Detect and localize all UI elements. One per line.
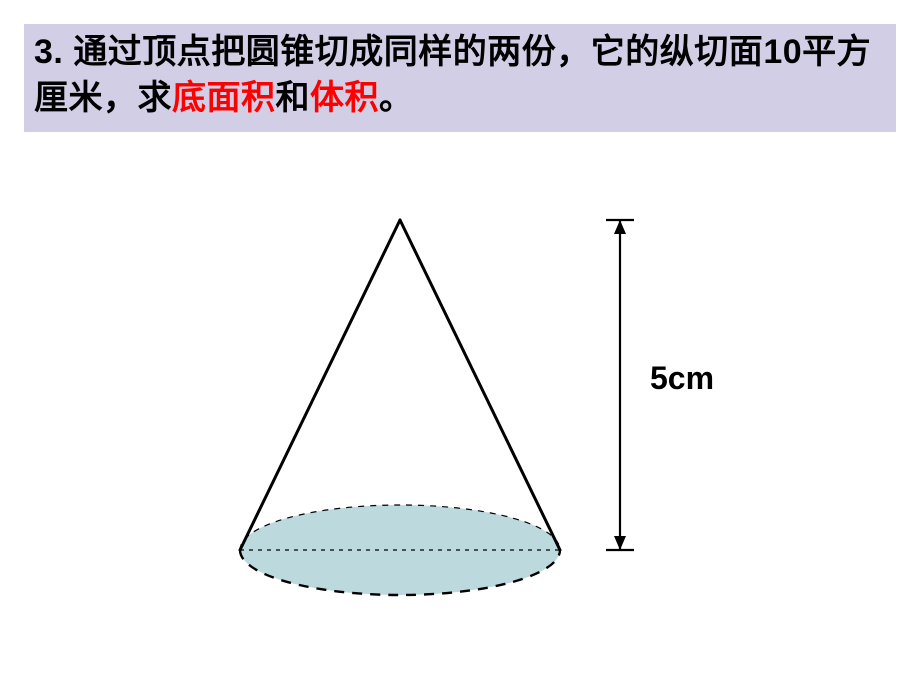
question-value: 10 [763,33,802,71]
question-box: 3. 通过顶点把圆锥切成同样的两份，它的纵切面10平方厘米，求底面积和体积。 [24,24,896,132]
question-number: 3. [34,33,63,71]
question-tail: 。 [379,79,414,117]
height-label: 5cm [650,360,714,397]
cone-figure: 5cm [180,190,740,630]
question-part1: 通过顶点把圆锥切成同样的两份，它的纵切面 [73,33,763,71]
question-red2: 体积 [310,79,379,117]
question-text: 3. 通过顶点把圆锥切成同样的两份，它的纵切面10平方厘米，求底面积和体积。 [34,33,871,117]
question-mid: 和 [276,79,311,117]
cone-svg [180,190,740,630]
question-red1: 底面积 [172,79,276,117]
